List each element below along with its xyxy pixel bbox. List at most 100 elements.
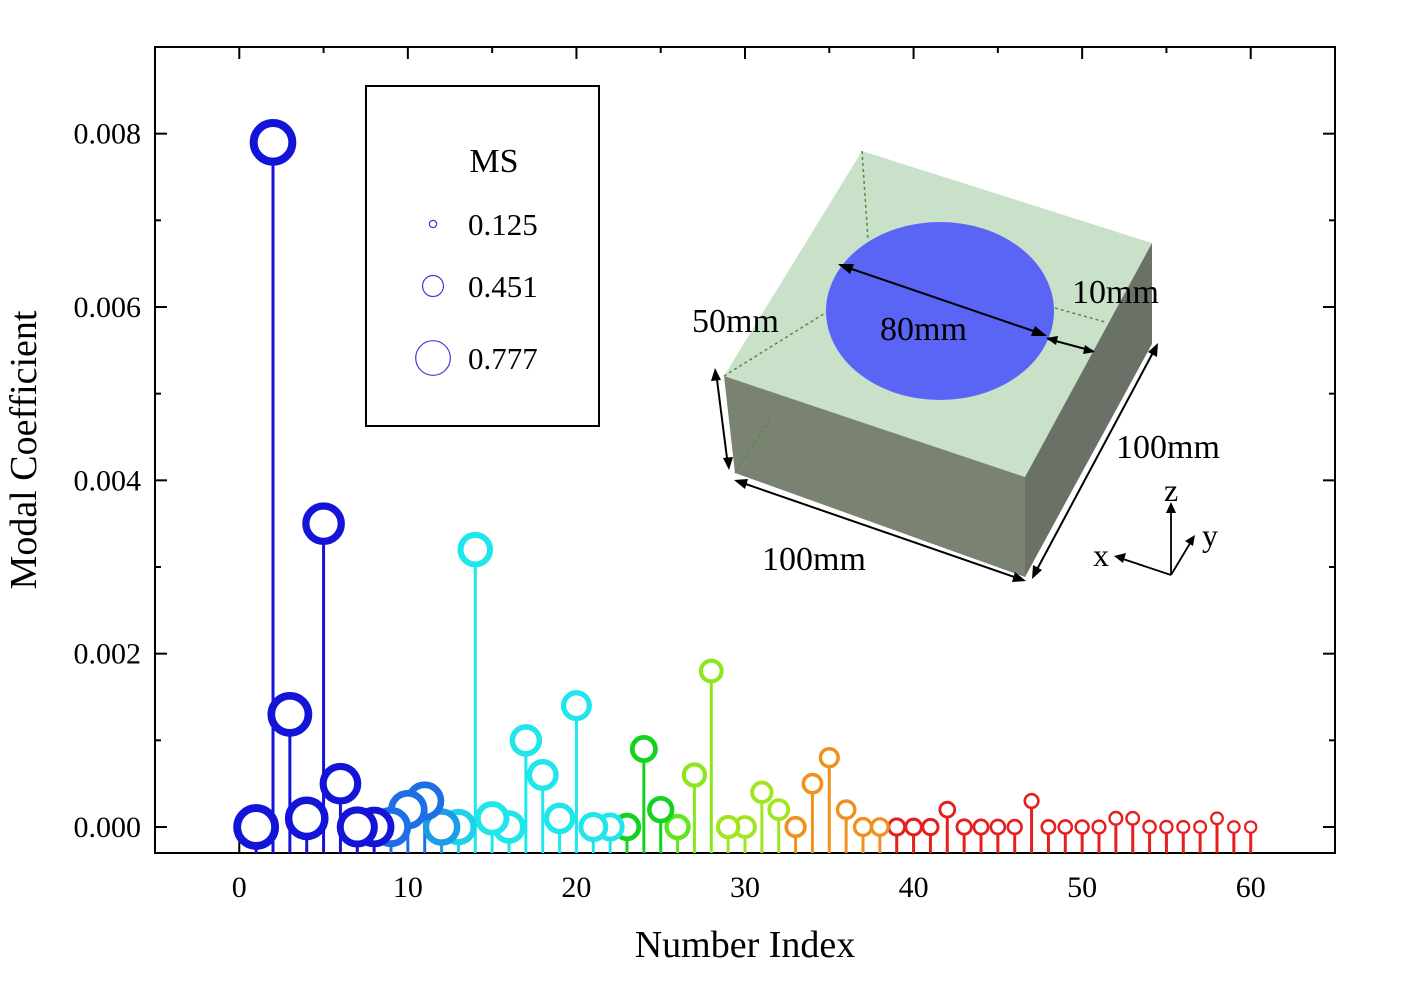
stem-marker — [921, 817, 940, 837]
stem-marker — [1176, 819, 1191, 835]
stem-marker — [1074, 819, 1090, 835]
stem-marker — [267, 691, 313, 737]
stem-marker — [784, 815, 807, 839]
legend-label: 0.777 — [468, 341, 538, 376]
stem-marker — [1159, 819, 1174, 835]
stem-marker — [715, 814, 741, 840]
circular-hole — [826, 222, 1054, 400]
dimension-80mm — [838, 264, 1047, 336]
stem-marker — [1227, 820, 1241, 834]
stem-marker — [938, 800, 957, 819]
axis-label-y: y — [1202, 517, 1218, 553]
stem-marker — [302, 502, 345, 546]
label-100mm-side: 100mm — [1116, 429, 1220, 466]
x-tick-label: 20 — [561, 871, 591, 904]
stem-marker — [869, 817, 890, 837]
stem-marker — [955, 818, 973, 836]
hidden-edge-right — [1054, 307, 1106, 323]
inset-block-diagram: 50mm 80mm 10mm 100mm 100mm z y x — [692, 150, 1220, 582]
stem-marker — [284, 796, 329, 841]
stem-marker — [818, 747, 840, 769]
stem-marker — [1142, 819, 1157, 835]
dimension-10mm — [1046, 336, 1095, 354]
stem-marker — [698, 658, 724, 684]
hidden-edge-front — [734, 419, 771, 474]
stem-marker — [319, 762, 362, 805]
legend-label: 0.125 — [468, 207, 538, 242]
x-tick-label: 40 — [899, 871, 929, 904]
block-front-face — [724, 376, 1025, 577]
legend-marker — [428, 219, 438, 229]
stem-marker — [509, 724, 543, 757]
stem-marker — [681, 762, 708, 788]
stem-marker — [543, 802, 576, 835]
stem-marker — [560, 690, 592, 722]
x-tick-label: 50 — [1067, 871, 1097, 904]
dimension-50mm — [711, 368, 733, 470]
y-tick-label: 0.006 — [74, 291, 142, 324]
legend-title: MS — [469, 143, 518, 180]
stem-marker — [887, 817, 907, 837]
stem-marker — [336, 806, 378, 848]
dimension-100mm-side — [1032, 343, 1158, 579]
markers — [233, 119, 1258, 850]
x-tick-label: 0 — [232, 871, 247, 904]
stem-marker — [801, 772, 824, 795]
legend-marker — [421, 274, 445, 298]
label-10mm: 10mm — [1072, 274, 1159, 311]
y-tick-label: 0.004 — [74, 464, 142, 497]
stem-marker — [422, 808, 461, 846]
stem-marker — [578, 812, 609, 842]
stem-marker — [526, 759, 559, 791]
legend-marker — [415, 340, 451, 376]
y-tick-label: 0.000 — [74, 811, 142, 844]
stem-marker — [989, 818, 1007, 836]
hidden-edge-left — [723, 304, 839, 377]
axis-label-x: x — [1093, 537, 1109, 573]
stem-marker — [767, 798, 791, 822]
label-100mm-front: 100mm — [762, 541, 866, 578]
x-tick-label: 60 — [1236, 871, 1266, 904]
stem-marker — [1210, 811, 1224, 826]
legend-box — [365, 85, 600, 427]
legend-label: 0.451 — [468, 269, 538, 304]
stem-marker — [664, 813, 691, 841]
dimension-100mm-front — [734, 479, 1026, 582]
coordinate-triad — [1114, 502, 1195, 576]
stem-marker — [249, 119, 297, 166]
stem-marker — [1057, 819, 1074, 835]
stem-marker — [835, 799, 857, 821]
stem-marker — [233, 804, 280, 850]
block-side-face — [1025, 243, 1152, 577]
stem-marker — [629, 735, 658, 763]
stem-marker — [904, 817, 923, 837]
x-tick-label: 30 — [730, 871, 760, 904]
label-50mm: 50mm — [692, 303, 779, 340]
hidden-edge-back — [861, 150, 869, 241]
y-tick-label: 0.002 — [74, 638, 142, 671]
stem-marker — [1023, 792, 1040, 810]
stem-marker — [1193, 819, 1208, 835]
stem-marker — [972, 818, 990, 836]
stem-marker — [647, 795, 675, 824]
y-tick-labels: 0.000 0.002 0.004 0.006 0.008 — [74, 118, 142, 844]
stem-marker — [1040, 819, 1057, 835]
stem-marker — [1108, 810, 1124, 826]
x-tick-labels: 0 10 20 30 40 50 60 — [232, 871, 1266, 904]
stem-marker — [750, 780, 774, 804]
y-tick-label: 0.008 — [74, 118, 142, 151]
axis-label-z: z — [1164, 472, 1178, 508]
stem-marker — [457, 531, 494, 568]
x-axis-title: Number Index — [635, 924, 856, 966]
stem-marker — [474, 801, 510, 836]
legend: MS 0.125 0.451 0.777 — [365, 85, 600, 427]
stem-marker — [1244, 820, 1258, 834]
legend-entries: 0.125 0.451 0.777 — [415, 207, 538, 376]
y-axis-title: Modal Coefficient — [3, 310, 45, 589]
stem-marker — [852, 816, 874, 838]
stem-marker — [1125, 810, 1141, 826]
stem-marker — [1006, 818, 1023, 836]
x-tick-label: 10 — [393, 871, 423, 904]
label-80mm: 80mm — [880, 311, 967, 348]
